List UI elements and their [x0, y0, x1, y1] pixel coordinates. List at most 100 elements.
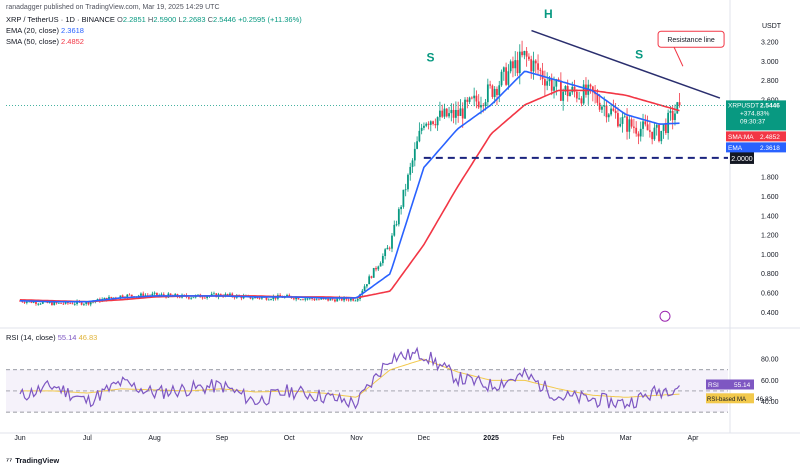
pattern-label: H — [544, 7, 553, 21]
candle-body — [475, 95, 478, 102]
candle-body — [642, 121, 644, 129]
candle-body — [226, 293, 229, 296]
symbol-name[interactable]: XRP / TetherUS · 1D · BINANCE — [6, 15, 115, 24]
candle-body — [591, 86, 594, 93]
candle-body — [151, 293, 154, 296]
candle-body — [582, 84, 585, 104]
candle-body — [432, 121, 434, 125]
candle-body — [569, 92, 571, 97]
candle-body — [409, 166, 412, 175]
candle-body — [110, 296, 113, 298]
candle-body — [505, 67, 507, 85]
candle-body — [391, 235, 393, 249]
candle-body — [103, 297, 106, 300]
candle-body — [427, 123, 430, 125]
candle-body — [539, 69, 542, 71]
candle-body — [407, 174, 409, 190]
candle-body — [265, 296, 268, 300]
candle-body — [128, 294, 131, 296]
time-tick-label: Mar — [620, 435, 633, 442]
open-value: 2.2851 — [122, 15, 146, 24]
candle-body — [55, 302, 58, 304]
brand-text: TradingView — [15, 456, 60, 465]
callout-text: Resistance line — [667, 37, 715, 44]
candle-body — [507, 71, 510, 85]
candle-body — [213, 293, 215, 295]
high-label: H — [147, 15, 154, 24]
ema-legend[interactable]: EMA (20, close) 2.3618 — [6, 26, 84, 36]
candle-body — [648, 130, 651, 132]
price-tick-label: 1.800 — [761, 175, 779, 182]
candle-body — [375, 267, 377, 270]
candle-body — [112, 297, 115, 299]
ema-legend-value: 2.3618 — [61, 26, 84, 35]
candle-body — [628, 119, 631, 132]
candle-body — [334, 299, 336, 302]
candle-body — [461, 108, 464, 119]
candle-body — [459, 108, 462, 116]
candle-body — [601, 106, 603, 110]
candle-body — [320, 298, 323, 300]
candle-body — [384, 249, 387, 257]
candle-body — [441, 110, 444, 117]
candle-body — [466, 99, 469, 102]
candle-body — [51, 302, 53, 306]
rsi-tick-label: 60.00 — [761, 378, 779, 385]
rsi-ma-badge-value: 46.83 — [756, 396, 773, 403]
candle-body — [619, 123, 622, 127]
candle-body — [140, 293, 142, 296]
candle-body — [468, 97, 471, 102]
candle-body — [206, 296, 209, 299]
callout-pointer — [673, 47, 684, 67]
candle-body — [121, 295, 124, 298]
candle-body — [436, 117, 439, 126]
candle-body — [614, 110, 617, 114]
candle-body — [598, 102, 601, 110]
candle-body — [548, 78, 551, 82]
candle-body — [258, 297, 261, 299]
price-tick-label: 1.200 — [761, 233, 779, 240]
candle-body — [201, 297, 204, 299]
candle-body — [596, 94, 599, 103]
candle-body — [411, 160, 414, 167]
candle-body — [336, 298, 339, 302]
callout-box — [657, 30, 725, 48]
time-tick-label: Dec — [418, 435, 431, 442]
candle-body — [589, 84, 592, 87]
candle-body — [311, 297, 314, 300]
candle-body — [573, 86, 576, 92]
sma-legend-value: 2.4852 — [61, 37, 84, 46]
candle-body — [473, 95, 476, 99]
rsi-ma-line — [20, 358, 680, 398]
candle-body — [41, 302, 44, 304]
candle-body — [270, 299, 272, 300]
tradingview-brand[interactable]: ⁷⁷ TradingView — [6, 456, 59, 465]
candle-body — [464, 99, 466, 119]
candle-body — [603, 105, 606, 107]
candle-body — [187, 297, 190, 299]
candle-body — [635, 127, 638, 134]
candle-body — [272, 296, 275, 300]
candle-body — [368, 276, 371, 285]
candle-body — [617, 113, 619, 127]
candle-body — [251, 298, 254, 300]
rsi-legend[interactable]: RSI (14, close) 55.14 46.83 — [6, 333, 97, 343]
candle-body — [254, 297, 256, 299]
candle-body — [537, 63, 539, 70]
time-tick-label: Oct — [284, 435, 295, 442]
candle-body — [550, 78, 553, 91]
candle-body — [448, 113, 450, 117]
candle-body — [562, 91, 565, 101]
time-tick-label: Jun — [14, 435, 25, 442]
candle-body — [400, 206, 403, 210]
candle-body — [210, 293, 213, 296]
candle-body — [445, 108, 448, 117]
candle-body — [62, 303, 65, 305]
candle-body — [83, 303, 85, 305]
price-tick-label: 1.400 — [761, 213, 779, 220]
time-tick-label: Feb — [552, 435, 564, 442]
support-price-label: 2.0000 — [731, 156, 753, 163]
sma-legend[interactable]: SMA (50, close) 2.4852 — [6, 37, 84, 47]
candle-body — [292, 298, 295, 300]
